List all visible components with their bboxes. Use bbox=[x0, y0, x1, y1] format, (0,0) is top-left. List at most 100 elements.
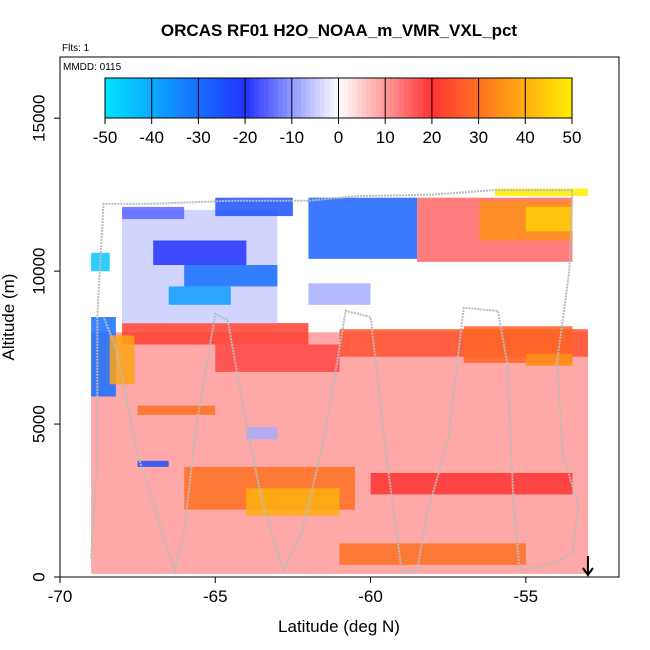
colorbar-swatch-3 bbox=[119, 78, 125, 118]
colorbar-swatch-22 bbox=[207, 78, 214, 118]
heatmap-cell-20 bbox=[525, 206, 573, 232]
colorbar-swatch-6 bbox=[133, 78, 139, 118]
colorbar-swatch-98 bbox=[562, 78, 568, 118]
colorbar-swatch-75 bbox=[455, 78, 461, 118]
heatmap-cell-7 bbox=[339, 543, 526, 565]
colorbar-swatch-83 bbox=[492, 78, 498, 118]
colorbar-swatch-42 bbox=[301, 78, 307, 118]
colorbar-swatch-96 bbox=[553, 78, 559, 118]
colorbar-tick-label-9: 40 bbox=[516, 128, 535, 147]
colorbar-swatch-99 bbox=[567, 78, 573, 118]
colorbar-tick-label-1: -40 bbox=[139, 128, 164, 147]
x-axis: -70 -65 -60 -55 bbox=[48, 577, 538, 606]
heatmap-cell-25 bbox=[137, 460, 169, 467]
aircraft-marker bbox=[582, 556, 594, 577]
colorbar-swatch-58 bbox=[375, 78, 382, 118]
colorbar-swatch-79 bbox=[473, 78, 480, 118]
colorbar-swatch-84 bbox=[497, 78, 503, 118]
colorbar-swatch-47 bbox=[324, 78, 330, 118]
heatmap-cell-2 bbox=[122, 323, 309, 345]
colorbar-tick-label-0: -50 bbox=[93, 128, 118, 147]
colorbar-swatch-49 bbox=[333, 78, 340, 118]
colorbar-swatch-28 bbox=[235, 78, 242, 118]
colorbar-swatch-90 bbox=[525, 78, 531, 118]
heatmap-cell-14 bbox=[168, 286, 231, 305]
colorbar-swatch-18 bbox=[189, 78, 195, 118]
colorbar-swatch-71 bbox=[436, 78, 442, 118]
colorbar-swatch-53 bbox=[352, 78, 358, 118]
colorbar-swatch-97 bbox=[557, 78, 564, 118]
colorbar-swatch-87 bbox=[511, 78, 517, 118]
heatmap-cell-3 bbox=[215, 344, 340, 372]
colorbar-swatch-54 bbox=[357, 78, 363, 118]
colorbar-swatch-61 bbox=[389, 78, 396, 118]
colorbar-swatch-1 bbox=[109, 78, 115, 118]
colorbar-swatch-24 bbox=[217, 78, 223, 118]
x-axis-label: Latitude (deg N) bbox=[278, 617, 400, 636]
colorbar-swatch-62 bbox=[394, 78, 400, 118]
colorbar-swatch-30 bbox=[245, 78, 251, 118]
colorbar-swatch-9 bbox=[147, 78, 153, 118]
colorbar-swatch-26 bbox=[226, 78, 232, 118]
heatmap-cell-15 bbox=[122, 206, 185, 220]
heatmap-cell-0 bbox=[91, 332, 588, 574]
heatmap-cell-13 bbox=[153, 240, 247, 265]
y-tick-label-1: 5000 bbox=[29, 405, 48, 443]
y-axis-label: Altitude (m) bbox=[0, 274, 18, 361]
colorbar-swatch-44 bbox=[310, 78, 316, 118]
heatmap-cell-6 bbox=[137, 405, 216, 415]
colorbar-swatch-70 bbox=[431, 78, 438, 118]
marker-arrow-head bbox=[582, 567, 594, 577]
colorbar-swatch-92 bbox=[534, 78, 540, 118]
colorbar-swatch-5 bbox=[128, 78, 134, 118]
colorbar-swatch-52 bbox=[347, 78, 354, 118]
colorbar-tick-label-4: -10 bbox=[280, 128, 305, 147]
colorbar-swatch-51 bbox=[343, 78, 349, 118]
colorbar-swatch-37 bbox=[277, 78, 284, 118]
colorbar-swatch-94 bbox=[543, 78, 550, 118]
heatmap-cell-10 bbox=[370, 473, 573, 495]
colorbar-swatch-19 bbox=[193, 78, 199, 118]
colorbar-swatch-85 bbox=[501, 78, 508, 118]
colorbar-swatch-50 bbox=[338, 78, 344, 118]
colorbar-swatch-20 bbox=[198, 78, 204, 118]
colorbar-swatch-73 bbox=[445, 78, 452, 118]
colorbar-swatch-10 bbox=[151, 78, 157, 118]
y-tick-label-3: 15000 bbox=[29, 95, 48, 142]
colorbar-swatch-76 bbox=[459, 78, 466, 118]
heatmap-cell-22 bbox=[308, 283, 371, 305]
x-tick-label-2: -60 bbox=[358, 587, 383, 606]
heatmap-cell-21 bbox=[494, 188, 588, 197]
colorbar-swatch-81 bbox=[483, 78, 489, 118]
colorbar-swatch-35 bbox=[268, 78, 274, 118]
colorbar: -50 -40 -30 -20 -10 0 10 20 30 40 50 bbox=[93, 77, 582, 147]
colorbar-swatch-29 bbox=[240, 78, 246, 118]
x-tick-label-0: -70 bbox=[48, 587, 73, 606]
colorbar-swatch-34 bbox=[263, 78, 270, 118]
colorbar-swatch-25 bbox=[221, 78, 228, 118]
colorbar-swatch-69 bbox=[427, 78, 433, 118]
colorbar-swatch-68 bbox=[422, 78, 428, 118]
colorbar-tick-label-5: 0 bbox=[334, 128, 343, 147]
colorbar-tick-label-10: 50 bbox=[563, 128, 582, 147]
colorbar-swatch-7 bbox=[137, 78, 143, 118]
colorbar-swatch-57 bbox=[371, 78, 377, 118]
colorbar-tick-label-2: -30 bbox=[186, 128, 211, 147]
colorbar-swatch-46 bbox=[319, 78, 326, 118]
colorbar-swatch-56 bbox=[366, 78, 372, 118]
colorbar-swatch-74 bbox=[450, 78, 456, 118]
colorbar-swatch-8 bbox=[142, 78, 148, 118]
colorbar-swatch-21 bbox=[203, 78, 209, 118]
colorbar-swatch-93 bbox=[539, 78, 545, 118]
colorbar-swatch-82 bbox=[487, 78, 494, 118]
colorbar-swatch-12 bbox=[161, 78, 167, 118]
colorbar-swatch-15 bbox=[175, 78, 181, 118]
flight-track-line bbox=[90, 189, 580, 575]
colorbar-swatch-86 bbox=[506, 78, 512, 118]
colorbar-swatch-39 bbox=[287, 78, 293, 118]
x-tick-label-1: -65 bbox=[203, 587, 228, 606]
colorbar-swatch-23 bbox=[212, 78, 218, 118]
colorbar-swatch-89 bbox=[520, 78, 526, 118]
flight-track bbox=[90, 189, 580, 575]
colorbar-swatch-78 bbox=[469, 78, 475, 118]
